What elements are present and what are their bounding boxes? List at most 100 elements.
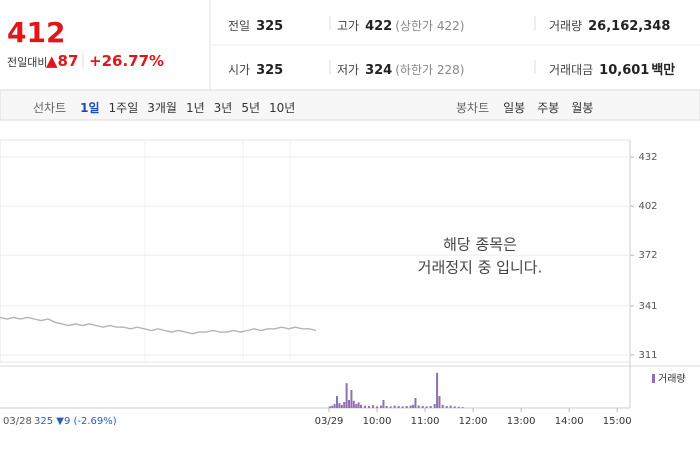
volume-bar	[364, 405, 367, 408]
price-line	[0, 316, 317, 335]
volume-bar	[433, 404, 436, 408]
volume-bar	[445, 406, 448, 408]
stat-value: 422	[365, 19, 393, 34]
volume-bar	[397, 406, 400, 408]
change: ▲87	[46, 52, 79, 70]
volume-bar	[340, 404, 343, 408]
tab[interactable]: 주봉	[537, 101, 560, 115]
stat-label: 거래대금	[549, 63, 594, 77]
volume-bar	[453, 406, 456, 408]
prev-day-summary: 325 ▼9 (-2.69%)	[34, 416, 117, 427]
volume-bar	[412, 404, 415, 408]
x-tick-label: 13:00	[507, 416, 536, 427]
volume-bar	[376, 406, 379, 408]
stat-label: 저가	[337, 63, 360, 77]
price: 412	[7, 16, 66, 49]
volume-bar	[372, 405, 375, 408]
plot-frame	[0, 139, 631, 363]
volume-bar	[328, 406, 331, 408]
prev-day-label: 03/28	[3, 416, 32, 427]
volume-bar	[405, 406, 408, 408]
stat-value: 325	[256, 63, 284, 78]
volume-bar	[441, 404, 444, 408]
tab[interactable]: 3개월	[147, 101, 177, 115]
legend-label: 거래량	[658, 373, 686, 385]
candle-tabs: 봉차트 일봉 주봉 월봉	[456, 97, 605, 116]
tab[interactable]: 3년	[213, 101, 233, 115]
volume-bar	[350, 390, 353, 408]
stat-label: 시가	[228, 63, 251, 77]
volume-bar	[417, 405, 420, 408]
volume-bar	[345, 383, 348, 408]
volume-bar	[425, 406, 428, 408]
volume-bar	[385, 406, 388, 408]
y-tick-label: 311	[638, 350, 657, 361]
stat-value: 26,162,348	[588, 19, 671, 34]
volume-bar	[389, 406, 392, 408]
tab[interactable]: 1년	[185, 101, 205, 115]
tab-label: 선차트	[33, 101, 67, 115]
volume-bar	[380, 405, 383, 408]
stat-note: (하한가 228)	[395, 63, 465, 77]
volume-bar	[336, 396, 339, 408]
y-tick-label: 402	[638, 201, 657, 212]
notice: 거래정지 중 입니다.	[418, 259, 543, 277]
stat: 거래량 26,162,348	[549, 15, 670, 34]
volume-bar	[331, 405, 334, 408]
x-tick-label: 12:00	[459, 416, 488, 427]
stat-value: 10,601	[599, 63, 650, 78]
volume-bar	[355, 404, 358, 408]
stat: 시가 325	[228, 59, 283, 78]
stat: 고가 422 (상한가 422)	[337, 15, 464, 34]
y-tick-label: 372	[638, 250, 657, 261]
volume-bar	[414, 398, 417, 408]
change-pct: +26.77%	[89, 52, 165, 70]
volume-bar	[436, 372, 439, 408]
volume-bar	[429, 406, 432, 408]
stat-value: 325	[256, 19, 284, 34]
stat-unit: 백만	[651, 63, 676, 78]
stat-label: 고가	[337, 19, 360, 33]
volume-bar	[360, 404, 363, 408]
y-tick-label: 341	[638, 301, 657, 312]
volume-bar	[338, 403, 341, 408]
tab[interactable]: 10년	[269, 101, 296, 115]
volume-bar	[393, 405, 396, 408]
volume-bar	[352, 400, 355, 408]
volume-bar	[348, 400, 351, 408]
notice: 해당 종목은	[443, 236, 517, 254]
line-tabs: 선차트 1일 1주일 3개월 1년 3년 5년 10년	[33, 97, 304, 116]
stat: 저가 324 (하한가 228)	[337, 59, 464, 78]
stat-label: 전일	[228, 19, 251, 33]
volume-bar	[461, 407, 464, 408]
volume-bar	[409, 405, 412, 408]
x-tick-label: 15:00	[603, 416, 632, 427]
volume-bar	[333, 404, 336, 408]
volume-bar	[401, 406, 404, 408]
stat: 거래대금 10,601 백만	[549, 59, 675, 78]
x-tick-label: 03/29	[315, 416, 344, 427]
tab[interactable]: 1주일	[108, 101, 139, 115]
volume-bar	[438, 396, 441, 408]
tab-bar	[0, 89, 700, 121]
legend-swatch	[652, 374, 655, 383]
volume-bar	[449, 405, 452, 408]
tab[interactable]: 일봉	[503, 101, 526, 115]
x-tick-label: 11:00	[411, 416, 440, 427]
stat-note: (상한가 422)	[395, 19, 465, 33]
change-label: 전일대비	[7, 56, 48, 69]
tab[interactable]: 5년	[241, 101, 261, 115]
stat-value: 324	[365, 63, 393, 78]
tab[interactable]: 월봉	[571, 101, 594, 115]
volume-bar	[457, 406, 460, 408]
x-tick-label: 14:00	[555, 416, 584, 427]
tab[interactable]: 1일	[80, 101, 100, 115]
y-tick-label: 432	[638, 152, 657, 163]
stat: 전일 325	[228, 15, 283, 34]
volume-bar	[368, 406, 371, 408]
volume-bar	[343, 402, 346, 408]
volume-bar	[357, 402, 360, 408]
tab-label: 봉차트	[456, 101, 490, 115]
